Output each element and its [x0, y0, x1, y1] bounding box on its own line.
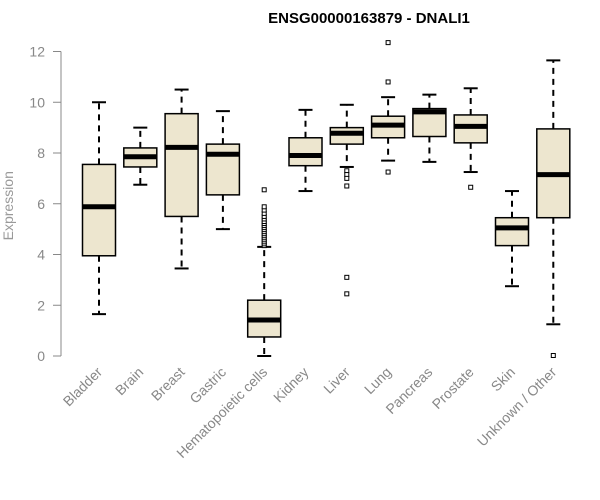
outlier-point — [344, 175, 350, 181]
x-category-label: Brain — [112, 364, 146, 398]
x-category-label: Prostate — [429, 364, 477, 412]
outlier-point — [468, 184, 474, 190]
box-brain — [123, 126, 158, 186]
y-tick-label: 0 — [37, 348, 45, 364]
outlier-point — [385, 40, 391, 46]
iqr-box — [453, 114, 488, 144]
outlier-point — [344, 183, 350, 189]
iqr-box — [494, 216, 530, 247]
box-gastric — [205, 110, 241, 231]
y-tick-label: 4 — [37, 247, 45, 263]
y-tick-label: 2 — [37, 297, 45, 313]
outlier-point — [261, 204, 267, 210]
y-tick-label: 10 — [29, 94, 45, 110]
box-kidney — [288, 108, 323, 193]
box-prostate — [453, 87, 488, 190]
x-category-label: Liver — [320, 364, 353, 397]
iqr-box — [329, 126, 365, 145]
box-pancreas — [412, 93, 447, 163]
x-category-label: Lung — [361, 364, 394, 397]
iqr-box — [205, 143, 241, 196]
y-axis-title: Expression — [0, 171, 16, 240]
x-category-label: Kidney — [270, 364, 312, 406]
outlier-point — [385, 79, 391, 85]
box-liver — [329, 103, 365, 297]
box-lung — [370, 40, 406, 175]
iqr-box — [164, 112, 199, 218]
y-tick-label: 12 — [29, 44, 45, 60]
x-category-label: Bladder — [60, 364, 106, 410]
iqr-box — [81, 163, 117, 257]
x-category-label: Skin — [488, 364, 519, 395]
outlier-point — [261, 187, 267, 193]
y-axis: 0 2 4 6 8 10 12 — [29, 44, 62, 364]
box-unknown-other — [536, 59, 571, 358]
box-bladder — [81, 101, 117, 316]
x-category-label: Breast — [148, 364, 188, 404]
box-hematopoietic-cells — [246, 187, 282, 357]
outlier-point — [550, 352, 556, 358]
y-tick-label: 6 — [37, 196, 45, 212]
outlier-point — [344, 274, 350, 280]
y-tick-label: 8 — [37, 145, 45, 161]
outlier-point — [385, 169, 391, 175]
box-breast — [164, 88, 199, 270]
boxes-group — [81, 40, 571, 358]
iqr-box — [288, 137, 323, 167]
chart-title: ENSG00000163879 - DNALI1 — [268, 10, 470, 27]
box-skin — [494, 190, 530, 288]
outlier-point — [344, 291, 350, 297]
